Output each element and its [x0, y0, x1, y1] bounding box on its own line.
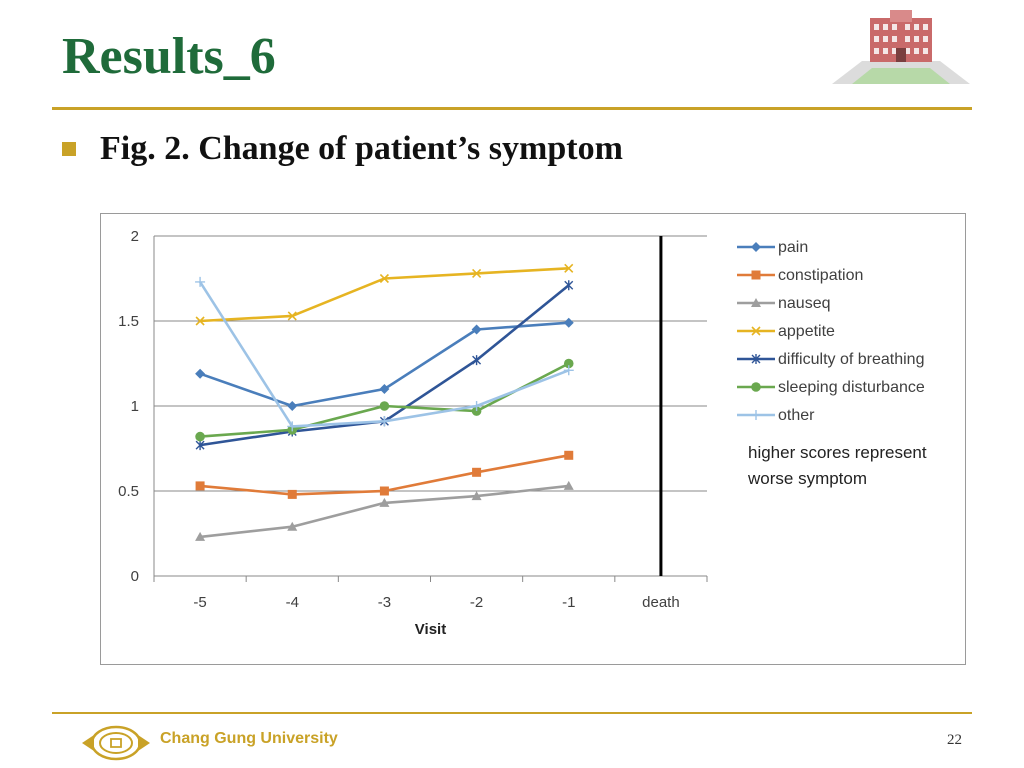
data-point-other [287, 421, 298, 432]
legend-marker-other [751, 410, 761, 420]
data-point-other [379, 416, 390, 427]
data-point-appetite [472, 268, 482, 278]
data-point-sleeping-disturbance [195, 431, 205, 442]
legend-label-nauseq: nauseq [778, 295, 831, 312]
x-tick-label: -3 [378, 594, 391, 611]
data-point-sleeping-disturbance [563, 358, 574, 369]
data-point-appetite [195, 316, 205, 326]
footer-divider [52, 712, 972, 714]
subtitle-bullet: Fig. 2. Change of patient’s symptom [62, 130, 623, 168]
data-point-pain [195, 368, 206, 379]
legend-marker-appetite [751, 326, 761, 336]
title-divider [52, 107, 972, 110]
data-point-nauseq [563, 480, 574, 490]
data-point-difficulty-of-breathing [195, 440, 205, 451]
data-point-nauseq [379, 497, 390, 507]
legend-label-pain: pain [778, 239, 808, 256]
data-point-pain [471, 324, 482, 335]
legend-marker-sleeping-disturbance [751, 382, 761, 392]
legend-label-sleeping-disturbance: sleeping disturbance [778, 379, 925, 396]
y-tick-label: 0.5 [118, 483, 139, 500]
legend-marker-pain [751, 242, 761, 252]
data-point-difficulty-of-breathing [472, 355, 482, 366]
data-point-sleeping-disturbance [379, 401, 390, 411]
data-point-constipation [195, 481, 205, 491]
data-point-sleeping-disturbance [471, 406, 482, 416]
data-point-constipation [379, 486, 389, 496]
chart-annotation: worse symptom [747, 469, 867, 488]
y-tick-label: 0 [131, 568, 139, 585]
chart-annotation: higher scores represent [748, 443, 927, 462]
legend-label-other: other [778, 407, 815, 424]
x-tick-label: -2 [470, 594, 483, 611]
university-logo-icon [82, 725, 150, 761]
data-point-appetite [379, 273, 389, 284]
y-tick-label: 1.5 [118, 313, 139, 330]
legend-label-difficulty-of-breathing: difficulty of breathing [778, 351, 924, 368]
campus-building-image [832, 10, 970, 84]
series-line-appetite [200, 267, 569, 323]
legend-marker-difficulty-of-breathing [751, 354, 761, 364]
legend-label-constipation: constipation [778, 267, 863, 284]
data-point-constipation [472, 467, 482, 477]
data-point-appetite [287, 311, 297, 321]
y-tick-label: 2 [131, 228, 139, 245]
data-point-nauseq [287, 521, 298, 531]
bullet-square-icon [62, 142, 76, 156]
data-point-nauseq [195, 531, 206, 541]
chart-frame: 0 0.5 1 1.5 2 -5 -4 -3 -2 -1 death Visit pain constip… [100, 213, 966, 665]
legend-marker-constipation [751, 270, 761, 280]
data-point-constipation [287, 489, 297, 499]
data-point-pain [563, 317, 574, 328]
page-number: 22 [947, 732, 962, 748]
data-point-appetite [564, 263, 574, 273]
legend-label-appetite: appetite [778, 323, 835, 340]
data-point-difficulty-of-breathing [564, 280, 574, 291]
legend-marker-nauseq [751, 298, 761, 307]
figure-caption: Fig. 2. Change of patient’s symptom [100, 130, 623, 167]
data-point-other [563, 365, 574, 376]
x-tick-label: -5 [193, 594, 206, 611]
data-point-constipation [564, 450, 574, 460]
university-name: Chang Gung University [160, 730, 338, 747]
slide-title: Results_6 [62, 28, 276, 85]
x-axis-title: Visit [415, 621, 446, 638]
data-point-pain [379, 384, 390, 394]
data-point-other [195, 276, 206, 287]
x-tick-label: -4 [286, 594, 299, 611]
data-point-other [471, 401, 482, 411]
x-tick-label: -1 [562, 594, 575, 611]
x-tick-label: death [642, 594, 680, 611]
data-point-pain [287, 401, 298, 411]
symptom-line-chart: 0 0.5 1 1.5 2 -5 -4 -3 -2 -1 death Visit pain constip… [118, 228, 927, 638]
y-tick-label: 1 [131, 398, 139, 415]
data-point-nauseq [471, 491, 482, 501]
